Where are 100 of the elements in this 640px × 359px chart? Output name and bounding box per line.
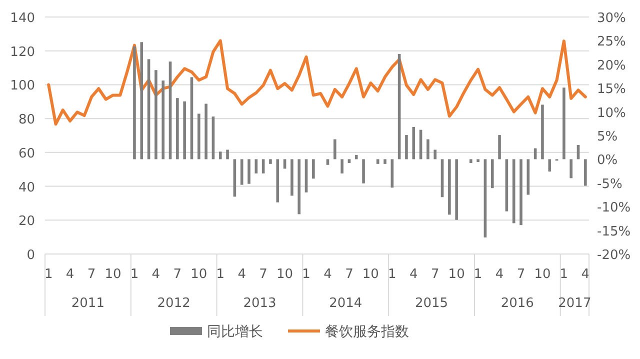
x-tick-label: 7 — [259, 267, 268, 282]
x-tick-label: 1 — [388, 267, 396, 282]
y2-tick-label: 10% — [597, 106, 626, 121]
bar — [526, 159, 530, 195]
bar — [455, 159, 458, 220]
bar — [140, 42, 144, 160]
x-tick-label: 4 — [152, 267, 160, 282]
y-tick-label: 0 — [26, 248, 35, 263]
text: 2012 — [157, 296, 190, 311]
y-tick-label: 80 — [18, 112, 35, 128]
x-tick-label: 10 — [448, 267, 465, 282]
x-tick-label: 1 — [130, 267, 139, 282]
x-tick-label: 1 — [302, 267, 310, 282]
x-tick-label: 4 — [495, 267, 504, 282]
y-tick-label: 140 — [10, 11, 35, 26]
bar — [176, 98, 179, 160]
bar — [183, 101, 186, 160]
x-tick-label: 4 — [66, 267, 74, 282]
x-tick-label: 7 — [87, 267, 96, 282]
bar — [262, 159, 265, 174]
bar — [520, 159, 522, 226]
bar — [434, 150, 437, 160]
bar — [505, 159, 508, 212]
bar — [548, 159, 552, 172]
y-tick-label: 40 — [18, 180, 35, 196]
bar — [412, 126, 416, 160]
bar — [448, 159, 451, 215]
y2-tick-label: -5% — [597, 176, 622, 192]
bar — [376, 159, 380, 164]
bar — [290, 159, 294, 196]
text: 2011 — [71, 296, 104, 311]
x-tick-label: 7 — [516, 267, 526, 282]
x-tick-label: 4 — [581, 267, 590, 282]
x-tick-label: 10 — [190, 267, 208, 282]
bar — [218, 152, 222, 160]
bar — [254, 159, 258, 174]
text: 2015 — [414, 296, 448, 311]
bar — [304, 159, 308, 192]
bar — [248, 159, 250, 184]
bar — [570, 159, 573, 178]
bar — [426, 139, 430, 160]
y2-tick-label: 20% — [597, 58, 626, 74]
y2-tick-label: -20% — [597, 248, 631, 263]
y2-tick-label: -10% — [597, 200, 631, 216]
bar — [362, 159, 365, 184]
bar — [584, 159, 587, 186]
bar — [384, 159, 386, 164]
bar — [162, 80, 165, 160]
y2-tick-label: -15% — [597, 224, 631, 240]
bar — [154, 70, 158, 160]
bar — [476, 159, 480, 162]
y2-tick-label: 0% — [597, 153, 618, 168]
y-tick-label: 120 — [10, 44, 35, 60]
x-tick-label: 7 — [173, 267, 182, 282]
text: 2014 — [329, 296, 362, 311]
legend-label: 餐饮服务指数 — [325, 324, 409, 340]
x-tick-label: 4 — [324, 267, 332, 282]
y-tick-label: 100 — [10, 78, 35, 94]
x-tick-label: 10 — [104, 267, 122, 282]
bar — [348, 159, 351, 163]
line-series — [47, 39, 587, 126]
bar — [283, 159, 286, 169]
bar — [498, 135, 501, 160]
bar — [469, 159, 472, 163]
bar — [269, 159, 272, 164]
y2-tick-label: 15% — [597, 82, 626, 98]
x-tick-label: 4 — [238, 267, 246, 282]
bar — [204, 104, 208, 160]
text: 2016 — [500, 296, 534, 311]
y-tick-label: 20 — [18, 214, 35, 230]
bar — [562, 88, 566, 160]
x-tick-label: 7 — [345, 267, 354, 282]
bar — [298, 159, 301, 214]
x-tick-label: 1 — [474, 267, 482, 282]
x-tick-label: 1 — [560, 267, 568, 282]
y-tick-label: 60 — [18, 146, 35, 162]
bar — [197, 114, 200, 160]
x-tick-label: 10 — [534, 267, 551, 282]
x-tick-label: 1 — [216, 267, 225, 282]
y2-tick-label: 25% — [597, 34, 626, 50]
y2-tick-label: 5% — [597, 130, 618, 144]
y2-tick-label: 30% — [597, 11, 626, 26]
x-tick-label: 1 — [44, 267, 53, 282]
bar — [340, 159, 344, 174]
bar — [484, 159, 487, 238]
legend-label: 同比增长 — [207, 324, 263, 340]
bar — [541, 104, 544, 160]
bar — [326, 159, 330, 165]
bar — [354, 154, 358, 160]
bar — [333, 139, 336, 160]
bar — [226, 150, 229, 160]
bar — [240, 159, 244, 185]
text: 2017 — [558, 296, 592, 311]
bar — [405, 135, 408, 160]
bar — [490, 159, 494, 188]
text: 2013 — [243, 296, 276, 311]
bar — [276, 159, 280, 202]
x-tick-label: 7 — [430, 267, 440, 282]
x-tick-label: 4 — [409, 267, 418, 282]
bar — [312, 159, 315, 179]
